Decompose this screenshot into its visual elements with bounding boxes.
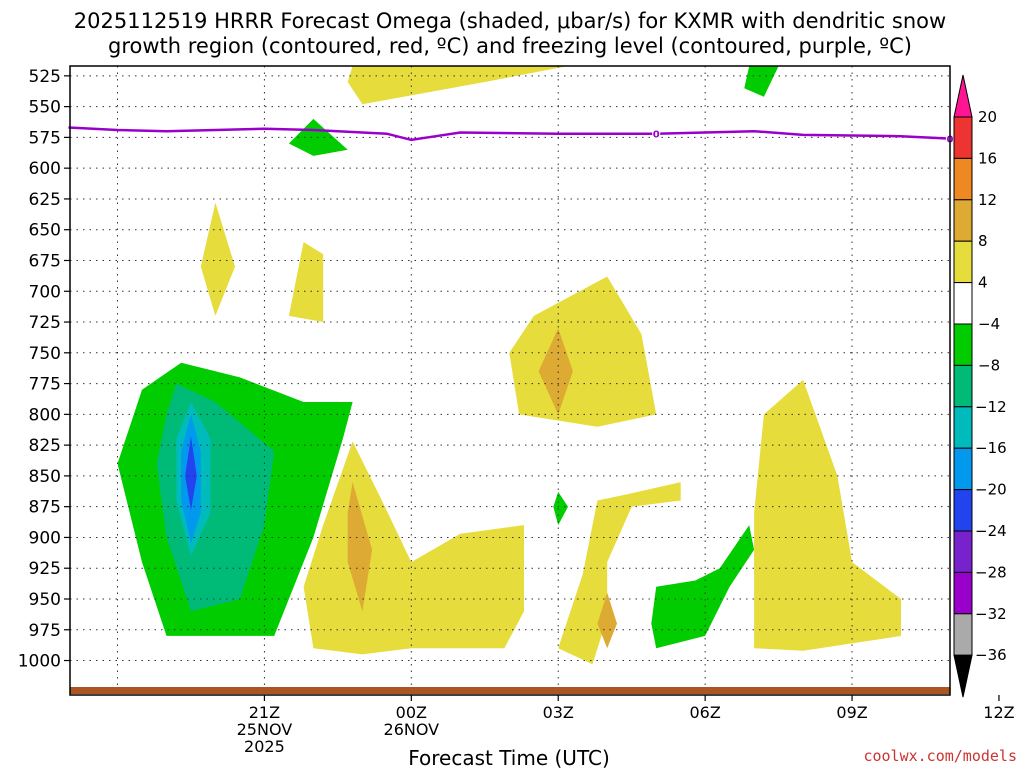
colorbar-swatch: [953, 489, 973, 532]
colorbar-swatch: [953, 364, 973, 408]
x-tick-label: 25NOV: [237, 720, 293, 739]
omega-region-6: [538, 328, 573, 415]
y-tick-label: 675: [29, 251, 61, 271]
colorbar-swatch: [953, 406, 973, 449]
y-tick-label: 975: [29, 621, 61, 641]
colorbar-swatch: [953, 571, 973, 615]
freezing-level-line: [68, 126, 951, 142]
colorbar-label: −20: [975, 481, 1007, 499]
omega-region-14: [553, 491, 568, 526]
x-tick-label: 26NOV: [384, 720, 440, 739]
colorbar-label: 12: [978, 191, 997, 209]
colorbar-swatch: [953, 199, 973, 242]
omega-region-12: [303, 441, 524, 655]
y-tick-label: 575: [29, 128, 61, 148]
omega-region-3: [200, 202, 235, 316]
omega-region-15: [558, 482, 681, 665]
colorbar-label: −16: [975, 439, 1007, 457]
y-tick-label: 925: [29, 559, 61, 579]
omega-region-16: [597, 592, 617, 649]
y-tick-label: 1000: [18, 652, 61, 672]
x-tick-label: 2025: [244, 737, 285, 756]
colorbar-label: −28: [975, 563, 1007, 581]
colorbar-swatch: [953, 282, 973, 325]
omega-region-18: [754, 379, 901, 651]
colorbar-swatch: [953, 530, 973, 573]
x-tick-label: 21Z: [249, 703, 280, 722]
y-tick-label: 950: [29, 590, 61, 610]
y-tick-label: 900: [29, 528, 61, 548]
colorbar-label: −24: [975, 522, 1007, 540]
colorbar-swatch: [953, 157, 973, 201]
colorbar-top-arrow: [953, 74, 973, 118]
colorbar-label: −8: [978, 356, 1000, 374]
colorbar-label: 4: [978, 274, 988, 292]
colorbar-swatch: [953, 116, 973, 159]
x-tick-label: 00Z: [396, 703, 427, 722]
y-tick-label: 550: [29, 98, 61, 118]
y-tick-label: 875: [29, 498, 61, 518]
chart-title-line1: 2025112519 HRRR Forecast Omega (shaded, …: [74, 9, 946, 33]
colorbar-label: 20: [978, 108, 997, 126]
x-tick-label: 06Z: [689, 703, 720, 722]
colorbar-label: −4: [978, 315, 1000, 333]
omega-shaded-regions: [117, 66, 901, 665]
y-tick-label: 725: [29, 313, 61, 333]
freezing-label-bg: [652, 127, 661, 140]
y-tick-label: 650: [29, 221, 61, 241]
y-tick-label: 525: [29, 67, 61, 87]
x-tick-label: 03Z: [543, 703, 574, 722]
x-tick-label: 09Z: [836, 703, 867, 722]
colorbar-swatch: [953, 323, 973, 366]
y-tick-label: 625: [29, 190, 61, 210]
omega-region-17: [651, 525, 755, 649]
y-tick-label: 750: [29, 344, 61, 364]
omega-region-13: [347, 482, 373, 612]
omega-region-5: [509, 276, 657, 427]
y-tick-label: 600: [29, 159, 61, 179]
omega-region-4: [288, 242, 324, 322]
y-tick-label: 775: [29, 375, 61, 395]
y-axis-tick-labels: 525 550 575 600 625 650 675 700 725 750 775 800 825 8…: [18, 67, 70, 672]
freezing-level-label: 0: [653, 130, 660, 141]
colorbar-swatch: [953, 240, 973, 284]
gridlines: [70, 66, 950, 695]
colorbar-label: −12: [975, 398, 1007, 416]
colorbar-label: −36: [975, 646, 1007, 664]
colorbar-label: 16: [978, 149, 997, 167]
terrain-ground-strip: [70, 687, 950, 694]
chart-title-line2: growth region (contoured, red, ºC) and f…: [108, 34, 912, 58]
colorbar-label: −32: [975, 605, 1007, 623]
colorbar-bottom-arrow: [953, 654, 973, 698]
colorbar: 20 16 12 8 4 −4 −8 −12 −16 −20 −24 −28 −32 −36: [953, 74, 1007, 698]
plot-border: [69, 65, 951, 696]
credit-link[interactable]: coolwx.com/models: [863, 747, 1017, 765]
omega-region-11: [185, 436, 197, 511]
omega-region-1: [744, 66, 779, 97]
colorbar-swatch: [953, 613, 973, 656]
y-tick-label: 700: [29, 282, 61, 302]
colorbar-swatch: [953, 447, 973, 491]
colorbar-label: 8: [978, 232, 988, 250]
y-tick-label: 850: [29, 467, 61, 487]
y-tick-label: 825: [29, 436, 61, 456]
x-tick-label: 12Z: [983, 703, 1014, 722]
y-tick-label: 800: [29, 405, 61, 425]
x-axis-label: Forecast Time (UTC): [408, 746, 610, 768]
